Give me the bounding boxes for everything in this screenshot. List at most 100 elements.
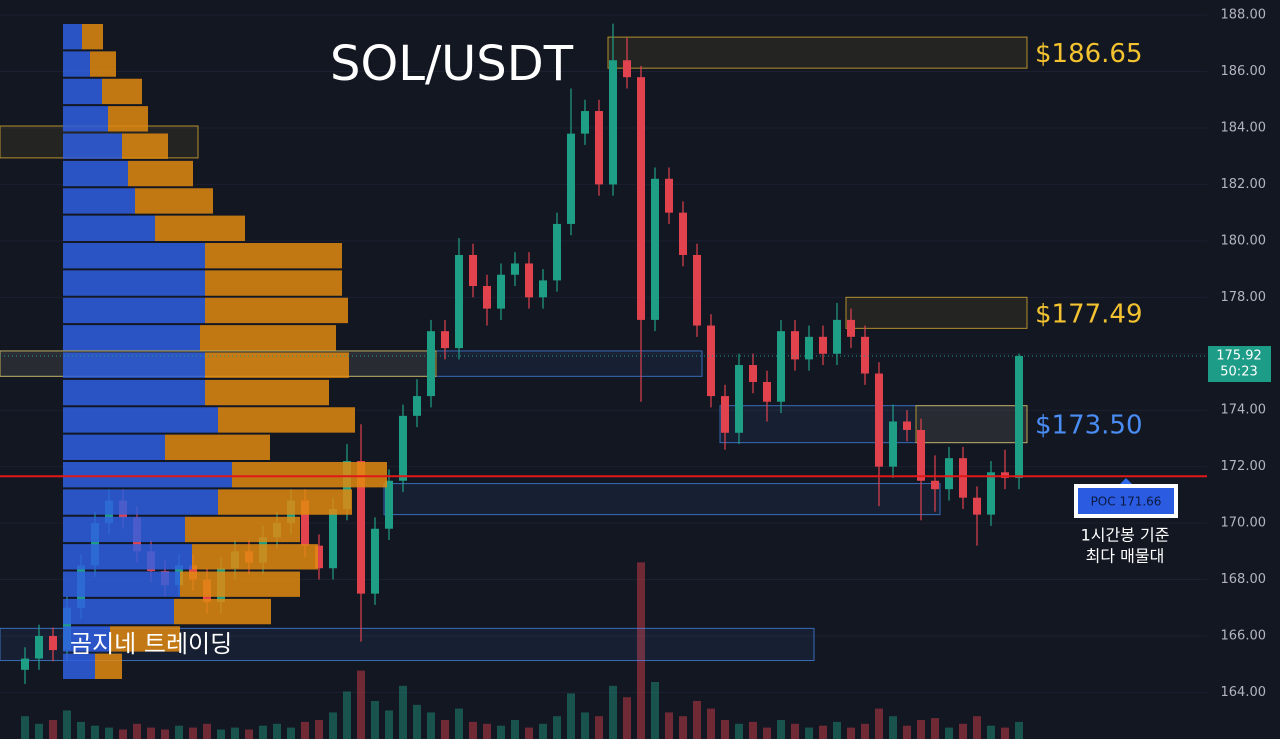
candle-body	[749, 365, 757, 382]
volume-bar	[791, 723, 799, 739]
zone-label: $177.49	[1035, 299, 1143, 329]
zone	[915, 405, 1028, 444]
candle-body	[693, 254, 701, 326]
zone-label: $173.50	[1035, 411, 1143, 441]
candle-body	[413, 396, 421, 416]
volume-bar	[231, 727, 239, 739]
profile-sell	[200, 325, 336, 351]
volume-bar	[889, 716, 897, 739]
volume-bar	[441, 720, 449, 739]
volume-bar	[357, 670, 365, 739]
candle-body	[399, 415, 407, 481]
y-tick-label: 168.00	[1221, 572, 1267, 587]
volume-bar	[637, 562, 645, 739]
candle-body	[357, 461, 365, 594]
candle-body	[483, 286, 491, 309]
volume-bar	[497, 725, 505, 739]
profile-buy	[63, 270, 205, 296]
candle-body	[21, 658, 29, 670]
volume-bar	[63, 710, 71, 739]
profile-buy	[63, 188, 135, 214]
profile-buy	[63, 51, 90, 77]
candle-body	[49, 635, 57, 651]
profile-buy	[63, 325, 200, 351]
volume-bar	[581, 712, 589, 739]
volume-bar	[721, 720, 729, 739]
profile-sell	[205, 270, 342, 296]
y-tick-label: 174.00	[1221, 403, 1267, 418]
candle-body	[469, 254, 477, 287]
profile-buy	[63, 434, 165, 460]
profile-sell	[110, 626, 180, 652]
volume-bar	[119, 729, 127, 739]
profile-buy	[63, 106, 108, 132]
profile-buy	[63, 24, 82, 50]
zone	[383, 483, 941, 516]
candle-body	[1015, 356, 1023, 478]
volume-bar	[35, 723, 43, 739]
profile-sell	[205, 297, 348, 324]
volume-bar	[455, 708, 463, 739]
candle-body	[665, 178, 673, 213]
volume-bar	[903, 725, 911, 739]
profile-sell	[174, 598, 271, 625]
candle-body	[875, 373, 883, 467]
volume-bar	[623, 697, 631, 739]
candle-body	[329, 508, 337, 569]
candle-body	[791, 331, 799, 360]
candle-body	[637, 77, 645, 320]
profile-buy	[63, 297, 205, 324]
y-tick-label: 178.00	[1221, 290, 1267, 305]
volume-bar	[91, 725, 99, 739]
candle-body	[497, 274, 505, 309]
profile-sell	[128, 160, 193, 187]
poc-label: POC 171.66	[1091, 495, 1162, 509]
candle-body	[315, 545, 323, 569]
volume-bar	[1001, 727, 1009, 739]
volume-bar	[175, 725, 183, 739]
candle-body	[1001, 472, 1009, 478]
profile-sell	[165, 434, 270, 460]
volume-bar	[273, 723, 281, 739]
chart-title: SOL/USDT	[330, 36, 574, 92]
candle-body	[819, 336, 827, 354]
y-tick-label: 184.00	[1221, 120, 1267, 135]
profile-buy	[63, 133, 122, 159]
volume-bar	[805, 727, 813, 739]
profile-sell	[205, 379, 329, 406]
profile-buy	[63, 243, 205, 269]
profile-buy	[63, 352, 205, 378]
profile-buy	[63, 653, 95, 679]
volume-bar	[343, 691, 351, 739]
watermark: 곰지네 트레이딩	[70, 630, 232, 658]
volume-bar	[707, 708, 715, 739]
candle-body	[455, 254, 463, 349]
profile-buy	[63, 571, 180, 597]
profile-sell	[180, 571, 300, 597]
volume-bar	[987, 725, 995, 739]
candle-body	[903, 421, 911, 430]
volume-bar	[819, 725, 827, 739]
candle-body	[35, 635, 43, 659]
volume-bar	[567, 693, 575, 739]
poc-pointer	[1119, 478, 1133, 485]
volume-bar	[371, 701, 379, 739]
volume-bar	[399, 685, 407, 739]
candle-body	[931, 480, 939, 490]
volume-bar	[413, 704, 421, 739]
y-tick-label: 172.00	[1221, 459, 1267, 474]
annotation: 1시간봉 기준	[1081, 526, 1170, 545]
volume-bar	[301, 721, 309, 739]
volume-bar	[245, 729, 253, 739]
annotation: 최다 매물대	[1086, 547, 1165, 566]
profile-sell	[205, 352, 349, 378]
profile-sell	[122, 133, 168, 159]
candle-body	[651, 178, 659, 320]
volume-bar	[539, 723, 547, 739]
zone-label: $186.65	[1035, 39, 1143, 69]
volume-bar	[189, 727, 197, 739]
volume-bar	[329, 712, 337, 739]
volume-bar	[1015, 721, 1023, 739]
volume-bar	[147, 727, 155, 739]
volume-bar	[287, 727, 295, 739]
